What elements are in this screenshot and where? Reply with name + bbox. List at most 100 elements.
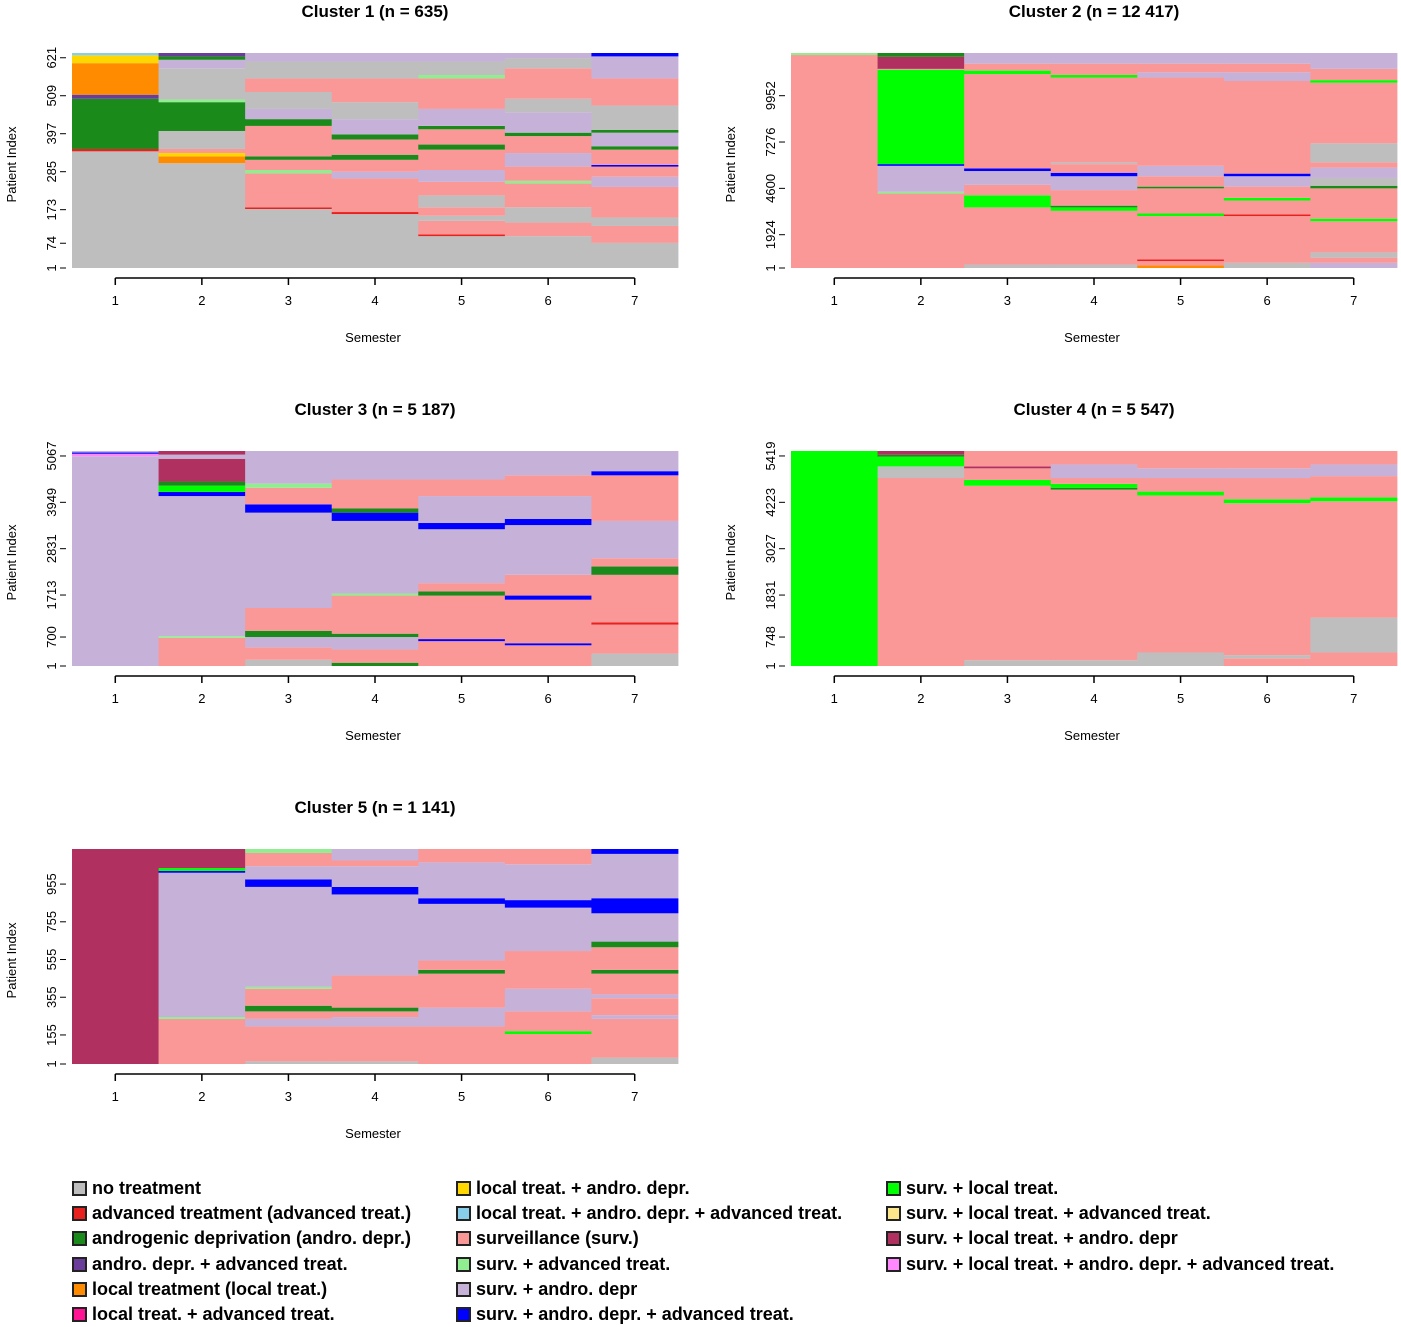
sequence-segment: [591, 849, 679, 854]
sequence-segment: [591, 566, 679, 575]
sequence-segment: [591, 176, 679, 187]
x-tick-label: 2: [198, 1089, 205, 1104]
sequence-segment: [245, 159, 333, 170]
legend-item: no treatment: [72, 1176, 411, 1201]
y-tick-label: 555: [44, 949, 59, 971]
sequence-segment: [591, 164, 679, 167]
sequence-segment: [877, 53, 965, 57]
sequence-segment: [1223, 176, 1311, 187]
sequence-segment: [331, 649, 419, 663]
sequence-segment: [964, 184, 1052, 196]
legend-swatch: [72, 1256, 87, 1272]
y-axis-label: Patient Index: [723, 126, 738, 202]
sequence-segment: [418, 862, 506, 899]
sequence-segment: [72, 451, 159, 453]
sequence-segment: [245, 170, 333, 174]
y-axis-label: Patient Index: [4, 524, 19, 600]
sequence-segment: [418, 234, 506, 237]
x-axis-label: Semester: [345, 1126, 401, 1141]
panel-title: Cluster 3 (n = 5 187): [294, 400, 455, 419]
sequence-segment: [504, 475, 592, 497]
sequence-segment: [72, 98, 159, 149]
sequence-segment: [964, 485, 1052, 661]
sequence-segment: [245, 119, 333, 126]
sequence-segment: [72, 452, 159, 454]
sequence-segment: [1137, 261, 1225, 266]
sequence-segment: [245, 1026, 333, 1062]
legend-swatch: [72, 1181, 87, 1197]
sequence-segment: [1050, 489, 1138, 661]
sequence-segment: [1137, 176, 1225, 187]
sequence-segment: [245, 207, 333, 209]
x-tick-label: 4: [371, 1089, 378, 1104]
x-tick-label: 5: [1177, 691, 1184, 706]
sequence-segment: [1310, 617, 1398, 653]
x-tick-label: 3: [285, 1089, 292, 1104]
sequence-segment: [504, 849, 592, 865]
y-tick-label: 1: [763, 662, 778, 669]
sequence-segment: [1137, 478, 1225, 492]
sequence-segment: [1050, 660, 1138, 666]
y-tick-label: 173: [44, 199, 59, 221]
sequence-segment: [1223, 173, 1311, 177]
legend-label: local treat. + andro. depr. + advanced t…: [476, 1203, 843, 1224]
panel-title: Cluster 4 (n = 5 547): [1013, 400, 1174, 419]
sequence-segment: [1223, 216, 1311, 263]
sequence-segment: [245, 108, 333, 120]
sequence-segment: [418, 595, 506, 640]
sequence-segment: [504, 864, 592, 901]
sequence-segment: [591, 242, 679, 268]
sequence-segment: [158, 68, 246, 100]
x-tick-label: 2: [198, 691, 205, 706]
legend-item: surv. + local treat. + andro. depr: [886, 1226, 1334, 1251]
sequence-segment: [72, 53, 159, 56]
sequence-segment: [1223, 186, 1311, 198]
sequence-segment: [1310, 185, 1398, 189]
sequence-segment: [1310, 188, 1398, 219]
legend-label: surv. + andro. depr. + advanced treat.: [476, 1304, 794, 1325]
sequence-segment: [72, 63, 159, 95]
sequence-segment: [964, 466, 1052, 469]
sequence-segment: [504, 643, 592, 646]
sequence-segment: [331, 633, 419, 638]
y-tick-label: 5419: [763, 442, 778, 471]
sequence-segment: [591, 558, 679, 567]
sequence-segment: [418, 181, 506, 196]
sequence-segment: [1050, 77, 1138, 163]
sequence-segment: [591, 624, 679, 654]
legend-item: local treat. + andro. depr.: [456, 1176, 842, 1201]
x-tick-label: 2: [917, 691, 924, 706]
sequence-segment: [1310, 82, 1398, 144]
x-tick-label: 6: [545, 691, 552, 706]
sequence-segment: [1310, 652, 1398, 666]
legend-item: surv. + andro. depr. + advanced treat.: [456, 1302, 842, 1327]
sequence-segment: [1137, 491, 1225, 496]
x-tick-label: 5: [1177, 293, 1184, 308]
sequence-segment: [1050, 162, 1138, 165]
sequence-segment: [331, 886, 419, 895]
legend-label: surveillance (surv.): [476, 1228, 639, 1249]
sequence-segment: [1310, 68, 1398, 81]
sequence-segment: [331, 975, 419, 1008]
sequence-segment: [331, 593, 419, 596]
sequence-segment: [877, 69, 965, 165]
sequence-segment: [591, 186, 679, 218]
sequence-segment: [504, 98, 592, 113]
sequence-segment: [331, 119, 419, 135]
sequence-segment: [331, 520, 419, 594]
sequence-segment: [418, 149, 506, 170]
legend-label: surv. + local treat.: [906, 1178, 1059, 1199]
sequence-segment: [877, 164, 965, 166]
sequence-segment: [1310, 262, 1398, 268]
sequence-segment: [1223, 499, 1311, 504]
sequence-segment: [504, 68, 592, 99]
legend-swatch: [456, 1256, 471, 1272]
sequence-segment: [964, 74, 1052, 169]
sequence-segment: [331, 1026, 419, 1062]
sequence-segment: [877, 68, 965, 70]
cluster-panel-2: Cluster 2 (n = 12 417) 1 2 3 4 5 6 7 Semester 1 19…: [723, 2, 1398, 345]
sequence-segment: [1137, 451, 1225, 469]
sequence-segment: [158, 637, 246, 666]
sequence-segment: [331, 894, 419, 976]
sequence-segment: [877, 191, 965, 194]
